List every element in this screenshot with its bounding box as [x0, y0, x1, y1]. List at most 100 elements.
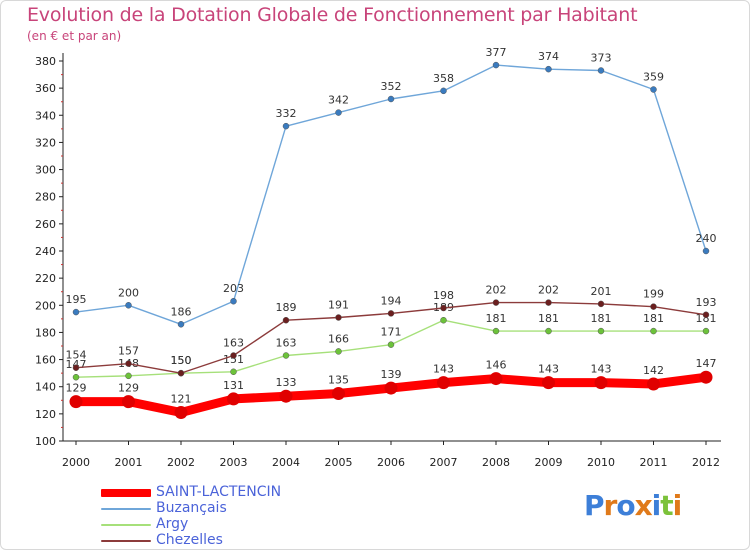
series-buzan-ais-data-label: 359: [643, 71, 664, 84]
y-tick-label: 240: [35, 245, 56, 258]
x-tick-label: 2003: [220, 456, 248, 469]
series-argy-point: [125, 372, 132, 380]
series-argy-data-label: 181: [696, 312, 717, 325]
series-saint-lactencin-data-label: 146: [486, 359, 507, 372]
x-tick-label: 2000: [62, 456, 90, 469]
y-tick-label: 100: [35, 435, 56, 448]
series-buzan-ais-data-label: 352: [381, 80, 402, 93]
legend-item: Argy: [101, 516, 361, 533]
series-argy-data-label: 166: [328, 332, 349, 345]
series-saint-lactencin-point: [647, 377, 660, 391]
logo-letter: P: [584, 489, 605, 522]
y-tick-label: 260: [35, 218, 56, 231]
series-chezelles-point: [72, 364, 80, 371]
logo-letter: i: [672, 489, 683, 522]
series-saint-lactencin-point: [542, 376, 555, 390]
y-tick-label: 320: [35, 136, 56, 149]
series-chezelles-point: [545, 299, 552, 306]
x-tick-label: 2012: [692, 456, 720, 469]
series-buzan-ais-data-label: 342: [328, 94, 349, 107]
series-chezelles-data-label: 194: [381, 294, 402, 307]
series-chezelles-point: [282, 316, 290, 324]
legend-label: SAINT-LACTENCIN: [156, 484, 282, 500]
series-buzan-ais-data-label: 200: [118, 286, 139, 299]
series-argy-point: [702, 327, 710, 335]
series-buzan-ais-line: [75, 64, 707, 325]
x-tick-label: 2005: [325, 456, 353, 469]
series-buzan-ais-point: [440, 87, 447, 95]
series-argy-point: [597, 327, 605, 335]
series-argy-point: [387, 341, 395, 348]
series-saint-lactencin-data-label: 129: [118, 382, 139, 395]
series-argy-point: [282, 352, 290, 359]
series-argy-data-label: 150: [171, 354, 192, 367]
series-chezelles-point: [177, 369, 185, 377]
series-argy-point: [440, 316, 447, 324]
series-argy-data-label: 171: [381, 326, 402, 339]
series-chezelles-data-label: 189: [276, 301, 297, 314]
series-chezelles-data-label: 150: [171, 354, 192, 367]
series-saint-lactencin-point: [69, 395, 83, 409]
legend-swatch: [101, 508, 151, 510]
series-chezelles-data-label: 191: [328, 299, 349, 312]
series-saint-lactencin-point: [279, 389, 293, 403]
series-buzan-ais-data-label: 374: [538, 50, 559, 63]
legend-swatch: [101, 540, 151, 542]
series-chezelles-data-label: 193: [696, 296, 717, 309]
x-tick-label: 2009: [535, 456, 563, 469]
series-saint-lactencin-data-label: 129: [66, 382, 87, 395]
series-chezelles-data-label: 157: [118, 345, 139, 358]
series-argy-point: [72, 373, 80, 381]
series-saint-lactencin-point: [122, 395, 135, 409]
x-tick-label: 2002: [167, 456, 195, 469]
x-tick-label: 2010: [587, 456, 615, 469]
x-tick-label: 2007: [430, 456, 458, 469]
series-saint-lactencin-point: [174, 406, 188, 419]
series-buzan-ais-point: [702, 247, 710, 255]
y-tick-label: 120: [35, 408, 56, 421]
series-saint-lactencin-data-label: 143: [538, 363, 559, 376]
series-buzan-ais-point: [335, 109, 342, 116]
x-tick-label: 2011: [640, 456, 668, 469]
series-argy-data-label: 181: [591, 312, 612, 325]
series-chezelles-data-label: 198: [433, 289, 454, 302]
x-tick-label: 2001: [115, 456, 143, 469]
series-saint-lactencin-point: [332, 387, 345, 400]
series-saint-lactencin-data-label: 121: [171, 393, 192, 406]
series-saint-lactencin-data-label: 133: [276, 376, 297, 389]
series-chezelles-point: [335, 314, 342, 321]
y-tick-label: 200: [35, 299, 56, 312]
series-buzan-ais-point: [177, 321, 185, 328]
series-buzan-ais-data-label: 195: [66, 293, 87, 306]
series-buzan-ais-point: [72, 308, 80, 316]
series-buzan-ais-point: [597, 67, 605, 74]
legend-swatch: [101, 524, 151, 526]
series-argy-point: [545, 327, 552, 335]
legend-label: Argy: [156, 516, 189, 532]
y-tick-label: 340: [35, 109, 56, 122]
y-tick-label: 360: [35, 82, 56, 95]
legend-item: SAINT-LACTENCIN: [101, 484, 361, 501]
logo-letter: t: [660, 489, 674, 522]
series-chezelles-point: [125, 360, 132, 367]
x-tick-label: 2006: [377, 456, 405, 469]
series-chezelles-point: [702, 311, 710, 319]
series-argy-data-label: 163: [276, 337, 297, 350]
y-tick-label: 380: [35, 55, 56, 68]
series-saint-lactencin-data-label: 143: [591, 363, 612, 376]
series-buzan-ais-point: [282, 122, 290, 130]
series-buzan-ais-point: [387, 95, 395, 103]
logo-letter: r: [603, 489, 618, 522]
series-buzan-ais-data-label: 332: [276, 107, 297, 120]
series-argy-point: [335, 348, 342, 355]
series-chezelles-point: [597, 300, 605, 308]
series-saint-lactencin-point: [437, 376, 450, 390]
y-tick-label: 140: [35, 381, 56, 394]
series-argy-point: [650, 327, 657, 335]
chart-title: Evolution de la Dotation Globale de Fonc…: [27, 4, 638, 26]
series-argy-data-label: 181: [643, 312, 664, 325]
proxiti-logo: Proxiti: [584, 489, 694, 529]
series-chezelles-data-label: 201: [591, 285, 612, 298]
series-saint-lactencin-data-label: 142: [643, 364, 664, 377]
chart-legend: SAINT-LACTENCIN Buzançais Argy Chezelles: [101, 484, 361, 549]
